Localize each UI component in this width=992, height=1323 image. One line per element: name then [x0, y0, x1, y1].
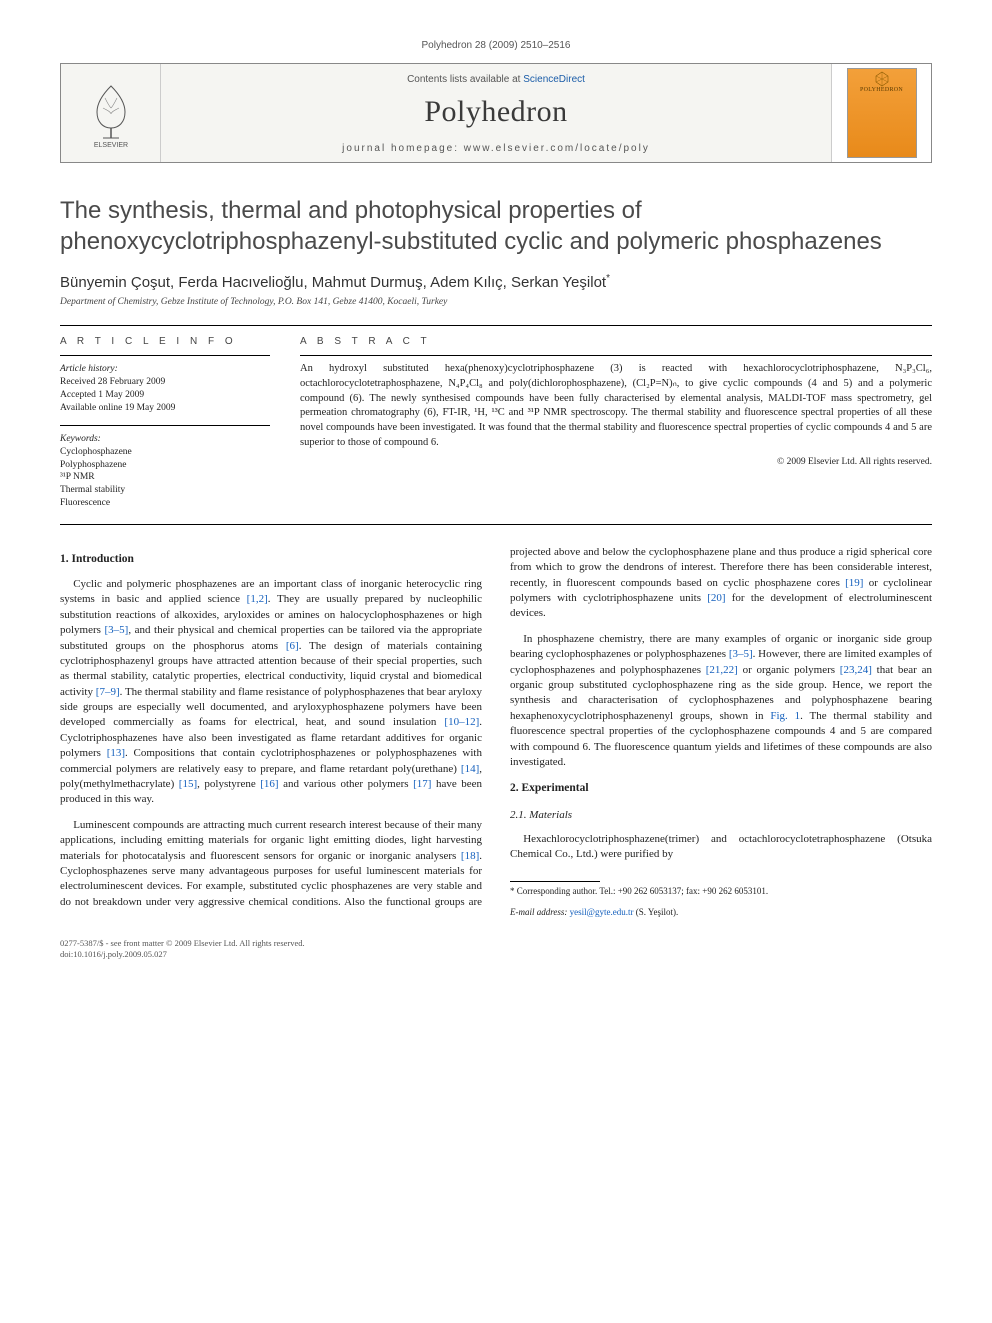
publisher-logo-box: ELSEVIER [61, 64, 161, 162]
keyword-4: Fluorescence [60, 497, 270, 510]
info-abstract-row: A R T I C L E I N F O Article history: R… [60, 336, 932, 510]
online-line: Available online 19 May 2009 [60, 402, 270, 415]
intro-paragraph-1: Cyclic and polymeric phosphazenes are an… [60, 577, 482, 808]
corresponding-marker: * [606, 273, 610, 284]
elsevier-tree-icon: ELSEVIER [81, 78, 141, 148]
article-info-heading: A R T I C L E I N F O [60, 336, 270, 347]
issn-line: 0277-5387/$ - see front matter © 2009 El… [60, 938, 932, 949]
intro-paragraph-3: In phosphazene chemistry, there are many… [510, 632, 932, 771]
contents-line: Contents lists available at ScienceDirec… [161, 74, 831, 85]
abstract-rule [300, 355, 932, 356]
body-columns: 1. Introduction Cyclic and polymeric pho… [60, 545, 932, 920]
article-title: The synthesis, thermal and photophysical… [60, 195, 932, 257]
homepage-prefix: journal homepage: [342, 143, 464, 154]
info-rule-1 [60, 355, 270, 356]
received-line: Received 28 February 2009 [60, 376, 270, 389]
email-suffix: (S. Yeşilot). [633, 907, 678, 917]
contents-prefix: Contents lists available at [407, 74, 523, 85]
sciencedirect-link[interactable]: ScienceDirect [523, 74, 585, 85]
info-rule-2 [60, 425, 270, 426]
cover-label: POLYHEDRON [848, 87, 916, 93]
page-footer: 0277-5387/$ - see front matter © 2009 El… [60, 938, 932, 960]
cover-thumb-box: POLYHEDRON [831, 64, 931, 162]
journal-cover-thumbnail: POLYHEDRON [847, 68, 917, 158]
article-info-col: A R T I C L E I N F O Article history: R… [60, 336, 270, 510]
materials-heading: 2.1. Materials [510, 808, 932, 823]
keyword-1: Polyphosphazene [60, 459, 270, 472]
homepage-line: journal homepage: www.elsevier.com/locat… [161, 143, 831, 154]
publisher-name: ELSEVIER [93, 142, 127, 148]
homepage-url: www.elsevier.com/locate/poly [464, 143, 650, 154]
abstract-text: An hydroxyl substituted hexa(phenoxy)cyc… [300, 362, 932, 450]
email-link[interactable]: yesil@gyte.edu.tr [570, 907, 634, 917]
materials-paragraph: Hexachlorocyclotriphosphazene(trimer) an… [510, 832, 932, 863]
running-header: Polyhedron 28 (2009) 2510–2516 [60, 40, 932, 51]
journal-banner: ELSEVIER Contents lists available at Sci… [60, 63, 932, 163]
keywords-label: Keywords: [60, 434, 270, 444]
affiliation: Department of Chemistry, Gebze Institute… [60, 297, 932, 307]
keyword-3: Thermal stability [60, 484, 270, 497]
abstract-copyright: © 2009 Elsevier Ltd. All rights reserved… [300, 457, 932, 467]
corresponding-footnote: * Corresponding author. Tel.: +90 262 60… [510, 886, 932, 898]
banner-center: Contents lists available at ScienceDirec… [161, 64, 831, 162]
keyword-2: ³¹P NMR [60, 471, 270, 484]
keyword-0: Cyclophosphazene [60, 446, 270, 459]
abstract-heading: A B S T R A C T [300, 336, 932, 347]
intro-heading: 1. Introduction [60, 551, 482, 567]
experimental-heading: 2. Experimental [510, 780, 932, 796]
history-label: Article history: [60, 364, 270, 374]
rule-bottom [60, 524, 932, 525]
rule-top [60, 325, 932, 326]
authors-names: Bünyemin Çoşut, Ferda Hacıvelioğlu, Mahm… [60, 274, 606, 291]
email-footnote: E-mail address: yesil@gyte.edu.tr (S. Ye… [510, 907, 932, 919]
footnote-separator [510, 881, 600, 882]
authors-line: Bünyemin Çoşut, Ferda Hacıvelioğlu, Mahm… [60, 273, 932, 291]
abstract-col: A B S T R A C T An hydroxyl substituted … [300, 336, 932, 510]
polyhedron-icon [874, 71, 890, 87]
email-label: E-mail address: [510, 907, 570, 917]
doi-line: doi:10.1016/j.poly.2009.05.027 [60, 949, 932, 960]
journal-name: Polyhedron [161, 95, 831, 129]
accepted-line: Accepted 1 May 2009 [60, 389, 270, 402]
